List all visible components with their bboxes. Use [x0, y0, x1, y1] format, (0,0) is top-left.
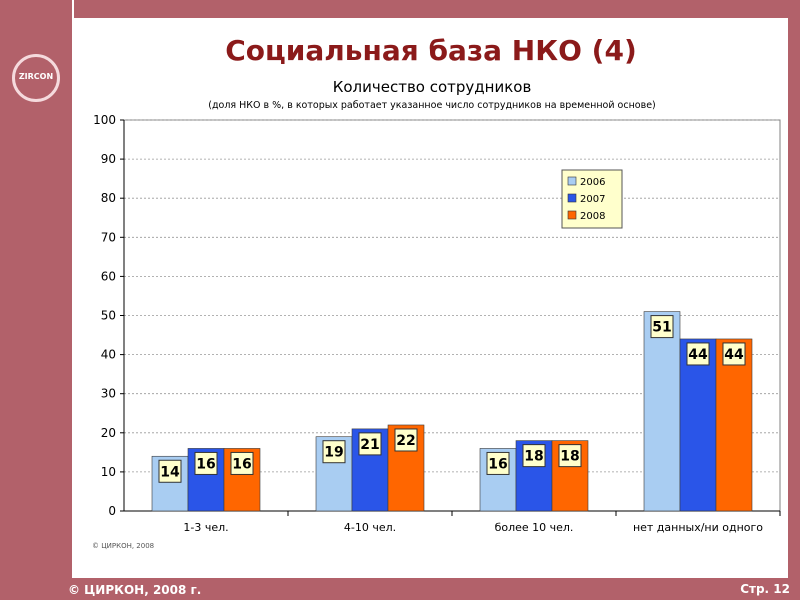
y-tick-label: 90 [101, 152, 116, 166]
legend-label: 2008 [580, 211, 605, 222]
data-label: 18 [524, 449, 543, 465]
legend-label: 2006 [580, 177, 605, 188]
y-tick-label: 20 [101, 426, 116, 440]
y-tick-label: 30 [101, 387, 116, 401]
y-tick-label: 0 [108, 504, 116, 518]
y-tick-label: 50 [101, 309, 116, 323]
x-tick-label: 4-10 чел. [344, 521, 396, 534]
logo-text: ZIRCON [18, 72, 54, 81]
source-note: © ЦИРКОН, 2008 [92, 542, 154, 550]
data-label-box [522, 444, 546, 468]
x-tick-label: 1-3 чел. [183, 521, 228, 534]
right-band [788, 0, 800, 578]
data-label: 16 [488, 456, 507, 472]
data-label-box [486, 451, 510, 475]
data-label-box [650, 315, 674, 339]
data-label: 18 [560, 449, 579, 465]
legend-label: 2007 [580, 194, 605, 205]
y-tick-label: 100 [93, 113, 116, 127]
bar [715, 338, 753, 512]
data-label: 14 [160, 464, 180, 480]
data-label: 16 [232, 456, 251, 472]
bottom-band [0, 578, 800, 600]
footer-page-number: Стр. 12 [740, 582, 790, 596]
data-label: 51 [652, 320, 671, 336]
y-tick-label: 80 [101, 191, 116, 205]
data-label-box [686, 342, 710, 366]
data-label: 16 [196, 456, 215, 472]
y-tick-label: 60 [101, 269, 116, 283]
y-tick-label: 10 [101, 465, 116, 479]
data-label-box [358, 432, 382, 456]
data-label: 21 [360, 437, 379, 453]
y-tick-label: 70 [101, 230, 116, 244]
data-label-box [194, 451, 218, 475]
data-label-box [722, 342, 746, 366]
data-label-box [558, 444, 582, 468]
x-tick-label: более 10 чел. [495, 521, 574, 534]
data-label: 19 [324, 445, 343, 461]
top-band [0, 0, 800, 18]
page-title: Социальная база НКО (4) [225, 34, 637, 67]
bar-chart: Количество сотрудников (доля НКО в %, в к… [92, 78, 781, 550]
data-label: 22 [396, 433, 415, 449]
zircon-logo-icon: ZIRCON [12, 54, 60, 102]
left-band: ZIRCON [0, 0, 72, 578]
chart-title: Количество сотрудников [333, 78, 532, 96]
data-label: 44 [724, 347, 744, 363]
data-label: 44 [688, 347, 708, 363]
legend-swatch [567, 193, 577, 203]
data-label-box [158, 459, 182, 483]
left-divider [72, 0, 74, 578]
data-label-box [230, 451, 254, 475]
y-tick-label: 40 [101, 348, 116, 362]
footer-copyright: © ЦИРКОН, 2008 г. [68, 583, 202, 597]
legend-swatch [567, 210, 577, 220]
legend-swatch [567, 176, 577, 186]
data-label-box [394, 428, 418, 452]
x-tick-label: нет данных/ни одного [633, 521, 763, 534]
chart-subtitle: (доля НКО в %, в которых работает указан… [208, 100, 656, 111]
bar [643, 311, 681, 512]
data-label-box [322, 440, 346, 464]
